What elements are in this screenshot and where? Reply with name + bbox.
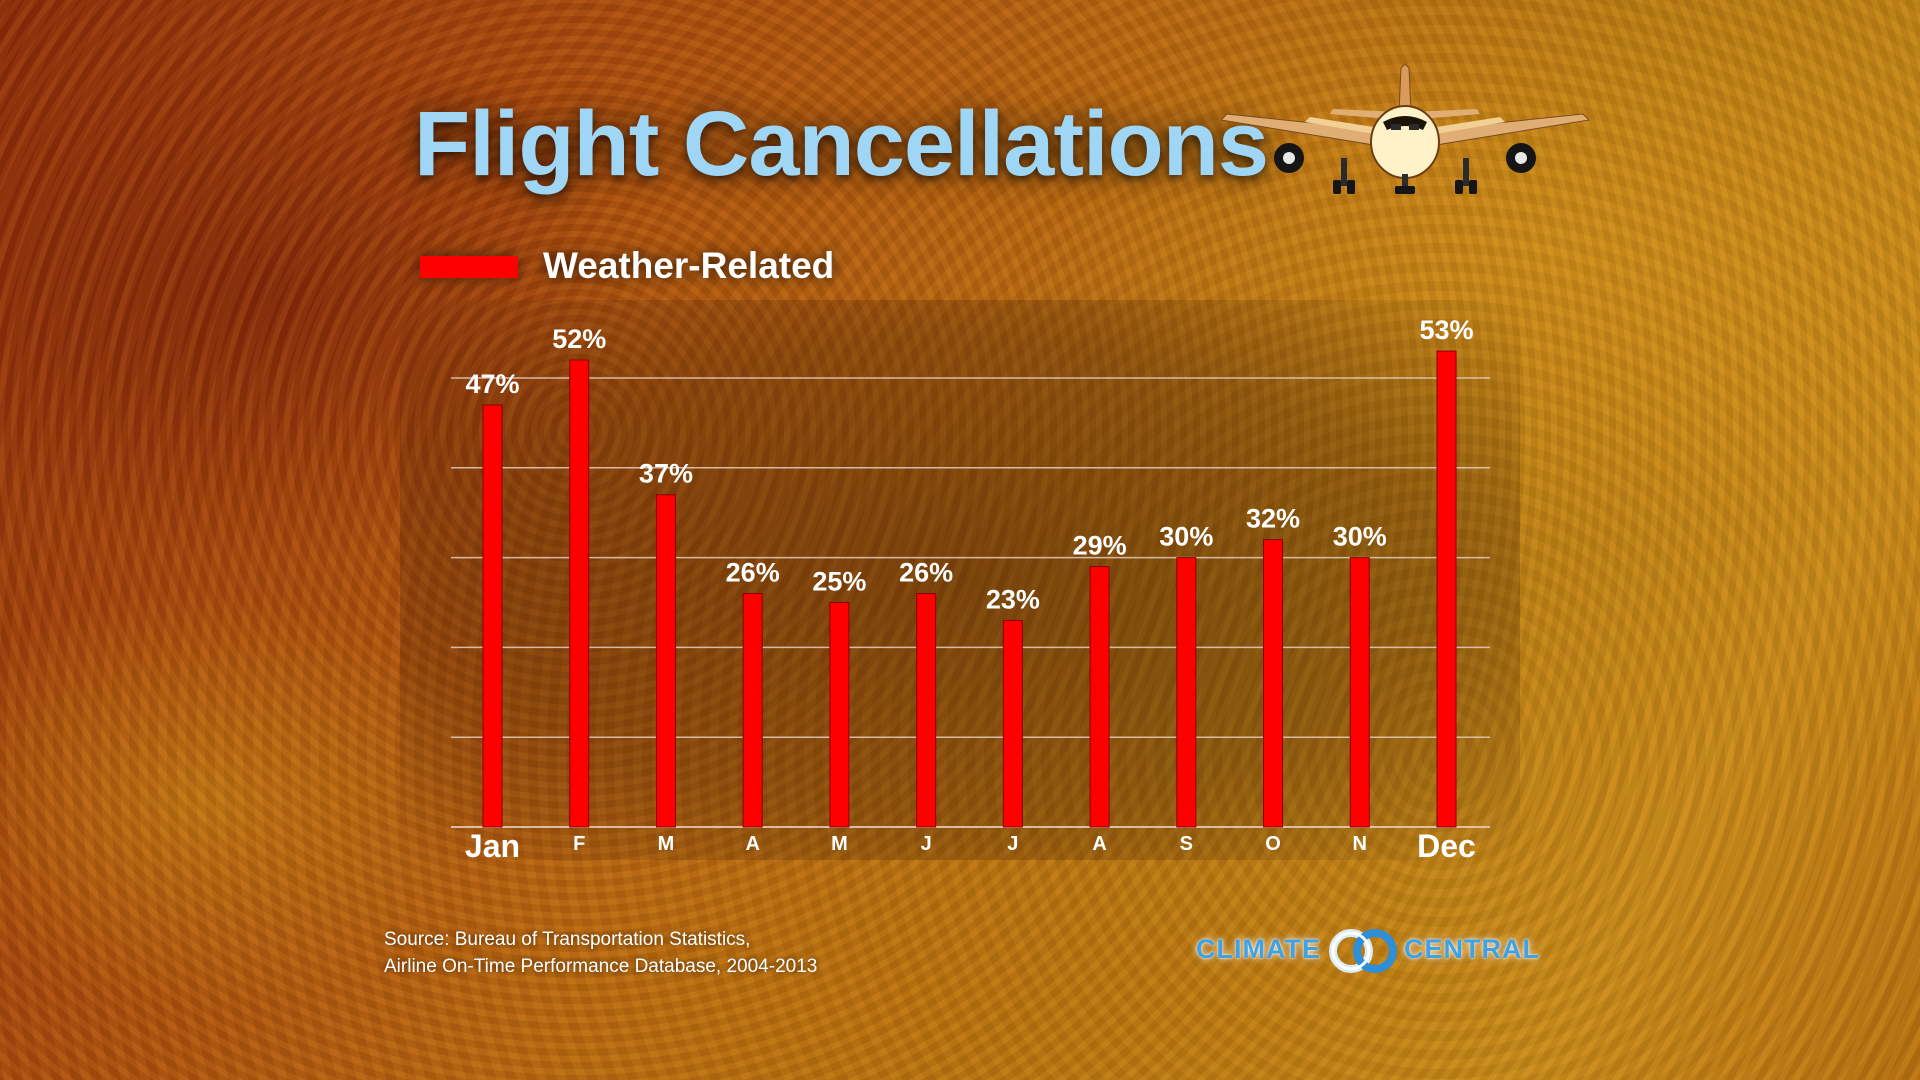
bar-o-9 — [1263, 539, 1284, 828]
value-label-0: 47% — [465, 369, 519, 399]
source-line-2: Airline On-Time Performance Database, 20… — [384, 956, 818, 977]
value-label-9: 32% — [1246, 504, 1300, 534]
x-tick-label-4: M — [831, 833, 848, 855]
bar-f-1 — [569, 359, 590, 828]
value-label-3: 26% — [726, 558, 780, 588]
bar-a-3 — [742, 593, 763, 828]
bar-s-8 — [1176, 557, 1197, 828]
bar-n-10 — [1349, 557, 1370, 828]
bar-m-4 — [829, 602, 850, 828]
bar-dec-11 — [1436, 350, 1457, 828]
airplane-icon — [1219, 63, 1591, 194]
value-label-4: 25% — [812, 567, 866, 597]
value-label-10: 30% — [1333, 522, 1387, 552]
bar-m-2 — [655, 494, 676, 828]
x-tick-label-10: N — [1353, 833, 1367, 855]
legend-label: Weather-Related — [543, 245, 835, 286]
x-tick-label-3: A — [745, 833, 759, 855]
value-label-1: 52% — [552, 324, 606, 354]
x-tick-label-11: Dec — [1417, 828, 1476, 864]
value-label-2: 37% — [639, 459, 693, 489]
source-note: Source: Bureau of Transportation Statist… — [384, 926, 817, 980]
brand-text-right: CENTRAL — [1404, 934, 1540, 964]
value-label-5: 26% — [899, 558, 953, 588]
bar-j-6 — [1002, 619, 1023, 828]
value-label-6: 23% — [986, 584, 1040, 614]
value-label-11: 53% — [1419, 315, 1473, 345]
chart-title: Flight Cancellations — [414, 93, 1269, 195]
x-tick-label-2: M — [658, 833, 675, 855]
x-tick-label-6: J — [1007, 833, 1018, 855]
x-tick-label-5: J — [921, 833, 932, 855]
value-label-7: 29% — [1073, 531, 1127, 561]
bar-a-7 — [1089, 566, 1110, 828]
infinity-logo-icon — [1329, 929, 1397, 973]
bar-j-5 — [916, 593, 937, 828]
brand-text-left: CLIMATE — [1196, 934, 1321, 964]
legend-swatch-weather-related — [420, 256, 518, 278]
value-label-8: 30% — [1159, 522, 1213, 552]
x-tick-label-1: F — [573, 833, 585, 855]
x-tick-label-8: S — [1180, 833, 1193, 855]
source-line-1: Source: Bureau of Transportation Statist… — [384, 929, 751, 950]
climate-central-logo: CLIMATE CENTRAL — [1196, 926, 1540, 976]
bar-jan-0 — [482, 404, 503, 828]
x-tick-label-0: Jan — [465, 828, 520, 864]
x-tick-label-7: A — [1092, 833, 1106, 855]
x-tick-label-9: O — [1265, 833, 1281, 855]
